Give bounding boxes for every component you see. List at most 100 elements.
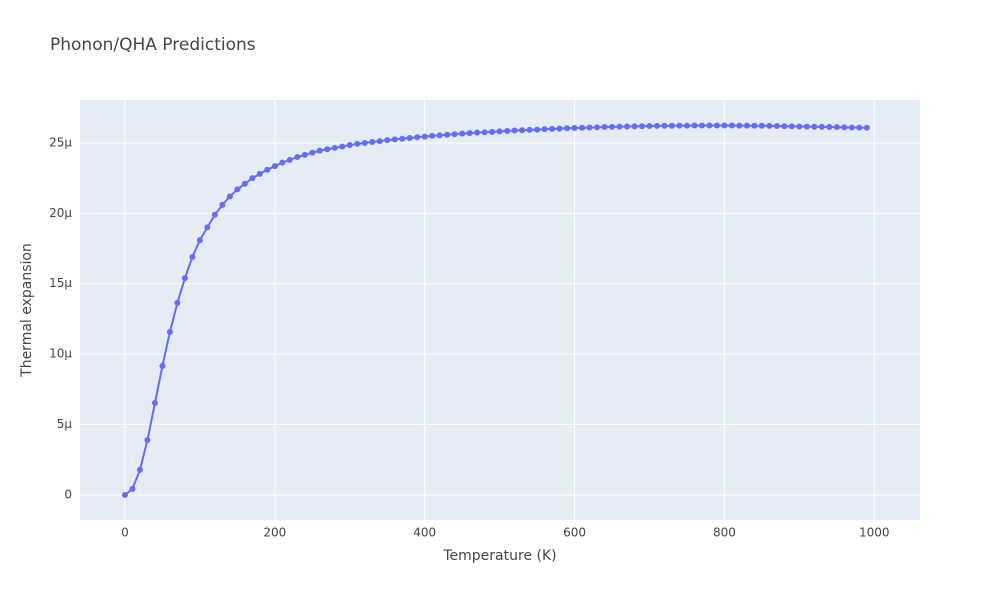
data-point [691, 122, 698, 129]
x-tick-label: 400 [413, 526, 436, 540]
data-point [189, 253, 196, 260]
data-point [773, 123, 780, 130]
data-point [376, 138, 383, 145]
data-point [309, 149, 316, 156]
data-point [384, 137, 391, 144]
data-point [788, 123, 795, 130]
data-point [683, 122, 690, 129]
data-point [129, 485, 136, 492]
data-point [174, 299, 181, 306]
data-point [249, 175, 256, 182]
data-point [638, 123, 645, 130]
data-point [526, 126, 533, 133]
data-point [541, 126, 548, 133]
data-point [316, 147, 323, 154]
data-point [766, 122, 773, 129]
data-point [856, 124, 863, 131]
data-point [758, 122, 765, 129]
data-point [369, 138, 376, 145]
data-point [444, 131, 451, 138]
data-point [818, 123, 825, 130]
data-point [781, 123, 788, 130]
y-tick-label: 0 [64, 487, 72, 501]
data-point [489, 128, 496, 135]
data-point [579, 124, 586, 131]
data-point [796, 123, 803, 130]
data-point [534, 126, 541, 133]
data-line [124, 124, 867, 496]
data-point [706, 122, 713, 129]
y-tick-label: 15µ [49, 276, 72, 290]
data-point [721, 122, 728, 129]
x-axis-title: Temperature (K) [442, 548, 556, 564]
data-point [226, 193, 233, 200]
data-point [121, 491, 128, 498]
data-point [863, 124, 870, 131]
data-point [406, 135, 413, 142]
data-point [743, 122, 750, 129]
data-point [848, 124, 855, 131]
data-point [136, 466, 143, 473]
data-point [166, 328, 173, 335]
data-point [421, 133, 428, 140]
data-point [661, 122, 668, 129]
data-point [354, 140, 361, 147]
data-point [459, 130, 466, 137]
data-point [286, 156, 293, 163]
y-tick-label: 5µ [57, 417, 73, 431]
data-point [324, 146, 331, 153]
data-point [728, 122, 735, 129]
data-point [841, 124, 848, 131]
data-point [339, 143, 346, 150]
data-point [181, 275, 188, 282]
plot-area [80, 100, 920, 520]
data-point [668, 122, 675, 129]
data-point [571, 125, 578, 132]
x-tick-label: 1000 [859, 526, 890, 540]
data-point [151, 399, 158, 406]
data-point [256, 170, 263, 177]
x-tick-label: 600 [563, 526, 586, 540]
x-tick-label: 800 [713, 526, 736, 540]
data-point [646, 123, 653, 130]
data-point [211, 211, 218, 218]
data-point [361, 139, 368, 146]
data-point [466, 130, 473, 137]
data-point [219, 201, 226, 208]
data-point [436, 132, 443, 139]
data-point [241, 180, 248, 187]
data-point [414, 134, 421, 141]
data-point [196, 237, 203, 244]
x-tick-label: 0 [121, 526, 129, 540]
y-tick-label: 20µ [49, 206, 72, 220]
data-point [399, 135, 406, 142]
y-tick-label: 10µ [49, 347, 72, 361]
data-point [564, 125, 571, 132]
data-point [346, 142, 353, 149]
y-tick-label: 25µ [49, 135, 72, 149]
data-point [234, 186, 241, 193]
data-point [653, 122, 660, 129]
data-point [481, 129, 488, 136]
data-point [474, 129, 481, 136]
data-point [511, 127, 518, 134]
data-point [713, 122, 720, 129]
data-point [833, 124, 840, 131]
data-point [391, 136, 398, 143]
data-point [586, 124, 593, 131]
data-point [676, 122, 683, 129]
data-point [609, 123, 616, 130]
data-point [204, 224, 211, 231]
data-point [144, 437, 151, 444]
data-point [549, 125, 556, 132]
data-point [624, 123, 631, 130]
data-point [451, 131, 458, 138]
chart-title: Phonon/QHA Predictions [50, 35, 256, 55]
data-point [331, 144, 338, 151]
data-point [736, 122, 743, 129]
data-point [294, 154, 301, 161]
data-point [519, 127, 526, 134]
data-point [631, 123, 638, 130]
data-point [504, 127, 511, 134]
data-point [826, 124, 833, 131]
